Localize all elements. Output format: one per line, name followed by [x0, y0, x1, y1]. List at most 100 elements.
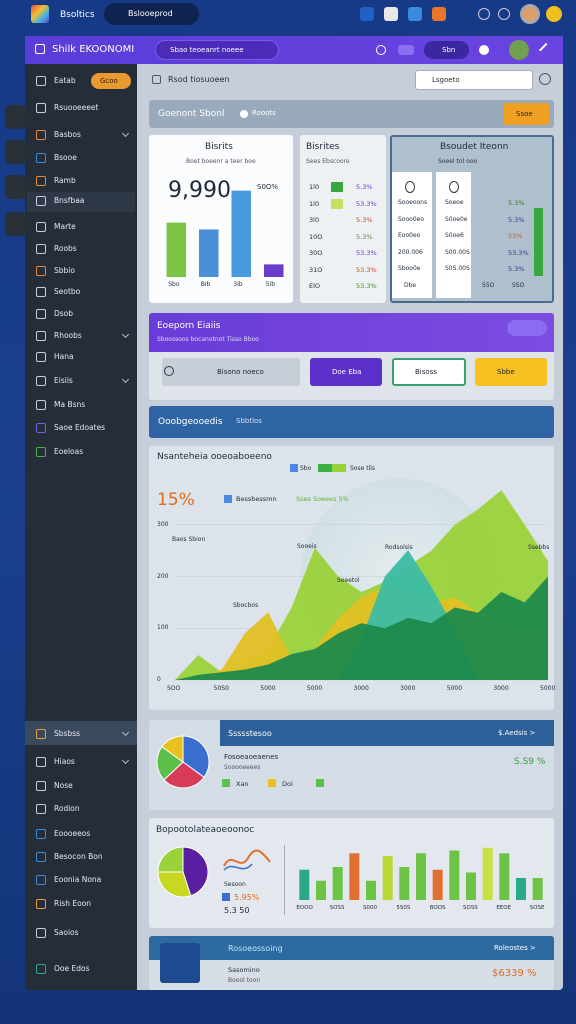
nav-icon — [36, 103, 46, 113]
nav-label[interactable]: Ramb — [54, 176, 76, 185]
table-cell: 3l0 — [309, 216, 320, 224]
pie-slice — [156, 746, 184, 781]
nav-label[interactable]: Rish Eoon — [54, 899, 92, 908]
nav-item[interactable] — [25, 721, 137, 745]
icon-button[interactable] — [539, 73, 551, 85]
bar — [231, 190, 251, 277]
card-link[interactable]: $.Aedsis > — [498, 729, 536, 737]
header-icon[interactable] — [479, 45, 489, 55]
button-label[interactable]: Doe Eba — [332, 368, 362, 376]
top-icon[interactable] — [432, 7, 446, 21]
nav-item[interactable] — [27, 192, 135, 212]
table-footer: 55O — [482, 282, 495, 289]
pie-slice — [161, 735, 184, 763]
cta-control[interactable] — [507, 320, 547, 336]
nav-label[interactable]: Eatab — [54, 76, 76, 85]
nav-label[interactable]: Basbos — [54, 130, 81, 139]
button-label[interactable]: Sbbe — [497, 368, 515, 376]
nav-label[interactable]: Rodion — [54, 804, 80, 813]
header-icon[interactable] — [376, 45, 386, 55]
nav-icon — [36, 176, 46, 186]
header-search[interactable] — [155, 40, 279, 60]
button[interactable] — [503, 103, 549, 125]
select-value[interactable]: Lsgoeto — [432, 76, 460, 84]
nav-label[interactable]: Sbbio — [54, 266, 75, 275]
edge-icon[interactable] — [5, 105, 26, 129]
row-icon — [449, 181, 459, 193]
nav-label[interactable]: Seotbo — [54, 287, 81, 296]
nav-label[interactable]: Besocon Bon — [54, 852, 103, 861]
chart-title: Bopootolateaoeoonoc — [156, 825, 255, 835]
x-tick-label: 5000 — [306, 685, 323, 692]
button-label[interactable]: Ssoe — [516, 110, 533, 118]
nav-label[interactable]: Rsuooeeeet — [54, 103, 99, 112]
nav-icon — [36, 130, 46, 140]
select[interactable] — [415, 70, 533, 90]
table-cell: S0oe6 — [445, 232, 464, 239]
nav-label[interactable]: Nose — [54, 781, 73, 790]
avatar[interactable] — [509, 40, 529, 60]
top-icon[interactable] — [478, 8, 490, 20]
banner-icon — [240, 110, 248, 118]
x-tick-label: 3000 — [400, 685, 416, 692]
nav-label[interactable]: Ooe Edos — [54, 964, 90, 973]
top-icon[interactable] — [360, 7, 374, 21]
top-icon[interactable] — [384, 7, 398, 21]
bar — [264, 264, 284, 277]
top-icon[interactable] — [498, 8, 510, 20]
nav-label[interactable]: Hana — [54, 352, 74, 361]
bar — [199, 229, 219, 277]
nav-label[interactable]: Eoooeeos — [54, 829, 91, 838]
top-icon[interactable] — [408, 7, 422, 21]
nav-label[interactable]: Bnsfbaa — [54, 196, 85, 205]
nav-label[interactable]: Sbsbss — [54, 729, 81, 738]
table-cell: 53% — [508, 232, 523, 240]
x-tick-label: 3000 — [353, 685, 369, 692]
button[interactable] — [475, 358, 547, 386]
app-name: Bsoltics — [60, 10, 95, 20]
nav-label[interactable]: Eoeloas — [54, 447, 84, 456]
x-tick-label: 50S0 — [213, 685, 229, 692]
nav-label[interactable]: Ma Bsns — [54, 400, 86, 409]
button[interactable] — [392, 358, 466, 386]
nav-label[interactable]: Saoios — [54, 928, 79, 937]
x-tick-label: 5000 — [446, 685, 463, 692]
card-note: Boool toon — [228, 977, 261, 984]
button-label[interactable]: Bisoss — [415, 368, 437, 376]
nav-label[interactable]: Rhoobs — [54, 331, 82, 340]
button-label[interactable]: Sbn — [442, 46, 456, 54]
bar — [482, 847, 493, 900]
nav-label[interactable]: Eisiis — [54, 376, 73, 385]
top-search[interactable] — [104, 3, 199, 25]
edge-icon[interactable] — [5, 212, 26, 236]
button[interactable] — [162, 358, 300, 386]
nav-icon — [36, 222, 46, 232]
x-tick-label: SOSS — [463, 905, 478, 911]
nav-icon — [36, 964, 46, 974]
cta-subtitle: Sboossoos bocanotnot Tisso Bboo — [157, 336, 259, 343]
button-label[interactable]: Bisono noeco — [217, 368, 264, 376]
top-icon[interactable] — [546, 6, 562, 22]
edge-icon[interactable] — [5, 175, 26, 199]
nav-icon — [36, 352, 46, 362]
nav-label[interactable]: Roobs — [54, 244, 77, 253]
header-button[interactable] — [424, 41, 469, 59]
nav-label[interactable]: Marte — [54, 222, 76, 231]
header-icon[interactable] — [398, 45, 414, 55]
nav-label[interactable]: Eoonia Nona — [54, 875, 102, 884]
nav-label[interactable]: Hiaos — [54, 757, 75, 766]
kpi-value: 15% — [157, 490, 195, 510]
nav-label[interactable]: Dsob — [54, 309, 74, 318]
edge-icon[interactable] — [5, 140, 26, 164]
nav-label[interactable]: Saoe Edoates — [54, 423, 106, 432]
legend-swatch — [290, 464, 298, 472]
card-link[interactable]: Roleostes > — [494, 944, 536, 952]
nav-label[interactable]: Bsooe — [54, 153, 77, 162]
button[interactable] — [310, 358, 382, 386]
avatar[interactable] — [520, 4, 540, 24]
sidebar — [25, 64, 137, 990]
nav-icon — [36, 875, 46, 885]
table-cell: Soeoe — [445, 199, 464, 206]
table-cell: 5.3% — [356, 216, 373, 224]
x-tick-label: SOO — [167, 685, 181, 692]
